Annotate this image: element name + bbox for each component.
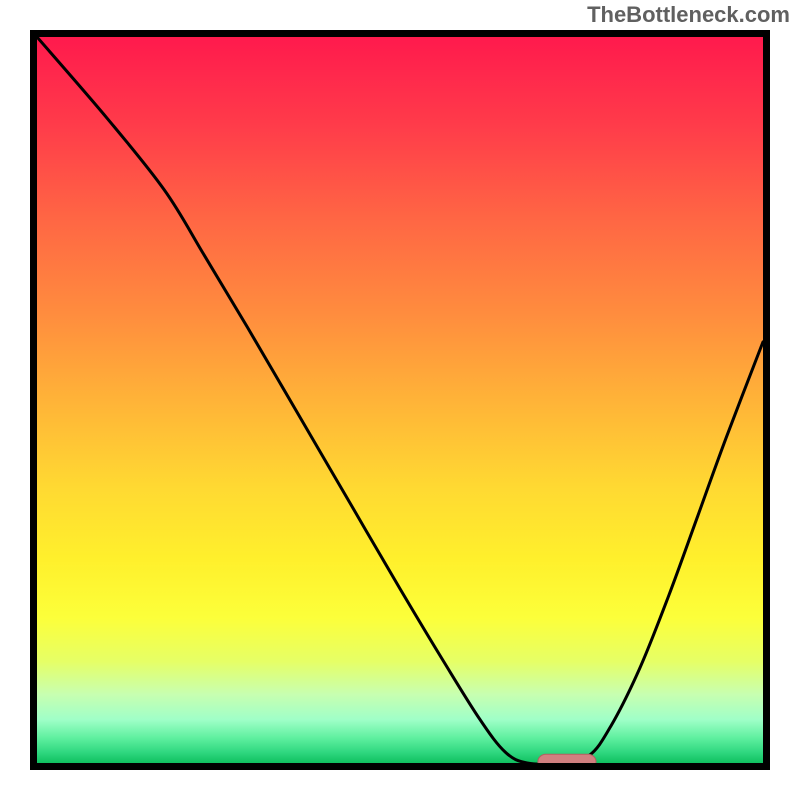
chart-container: TheBottleneck.com (0, 0, 800, 800)
bottleneck-curve (37, 37, 763, 763)
plot-area (30, 30, 770, 770)
optimal-range-marker (538, 754, 596, 763)
curve-layer (37, 37, 763, 763)
watermark-text: TheBottleneck.com (587, 2, 790, 28)
